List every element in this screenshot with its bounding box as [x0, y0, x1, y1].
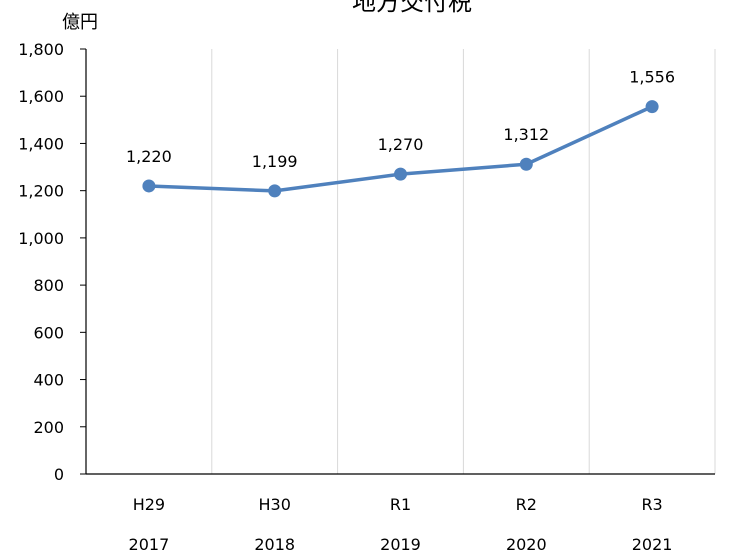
x-year-label: 2019: [380, 535, 421, 554]
y-axis-unit: 億円: [62, 12, 98, 33]
data-label: 1,199: [252, 152, 298, 171]
data-label: 1,312: [503, 125, 549, 144]
y-tick-label: 800: [33, 276, 64, 295]
data-label: 1,270: [378, 135, 424, 154]
x-category-label: R3: [641, 495, 662, 514]
data-point: [645, 100, 659, 114]
y-tick-label: 1,000: [18, 229, 64, 248]
data-label: 1,220: [126, 147, 172, 166]
x-year-label: 2020: [506, 535, 547, 554]
x-category-label: H29: [133, 495, 165, 514]
y-tick-label: 1,800: [18, 40, 64, 59]
data-point: [142, 179, 156, 193]
axes: [85, 49, 715, 475]
gridlines: [211, 49, 716, 474]
y-tick-label: 200: [33, 418, 64, 437]
x-category-label: R2: [516, 495, 537, 514]
y-axis-ticks: 0 200 400 600 800 1,000 1,200 1,400 1,600 1,800: [18, 40, 86, 484]
x-year-label: 2021: [632, 535, 673, 554]
data-point: [394, 167, 407, 181]
y-tick-label: 1,200: [18, 182, 64, 201]
data-point: [268, 184, 282, 198]
y-tick-label: 1,600: [18, 87, 64, 106]
series-group: 1,220 1,199 1,270 1,312 1,556: [126, 68, 675, 198]
x-category-label: R1: [390, 495, 411, 514]
y-tick-label: 400: [33, 371, 64, 390]
y-tick-label: 600: [33, 323, 64, 342]
chart-title: 地方交付税: [352, 0, 472, 16]
data-label: 1,556: [629, 68, 675, 87]
y-tick-label: 1,400: [18, 134, 64, 153]
x-axis-categories: H29 2017 H30 2018 R1 2019 R2 2020 R3 2021: [129, 495, 673, 554]
x-year-label: 2018: [254, 535, 295, 554]
data-point: [519, 157, 533, 171]
y-tick-label: 0: [54, 465, 64, 484]
x-year-label: 2017: [129, 535, 170, 554]
x-category-label: H30: [259, 495, 291, 514]
